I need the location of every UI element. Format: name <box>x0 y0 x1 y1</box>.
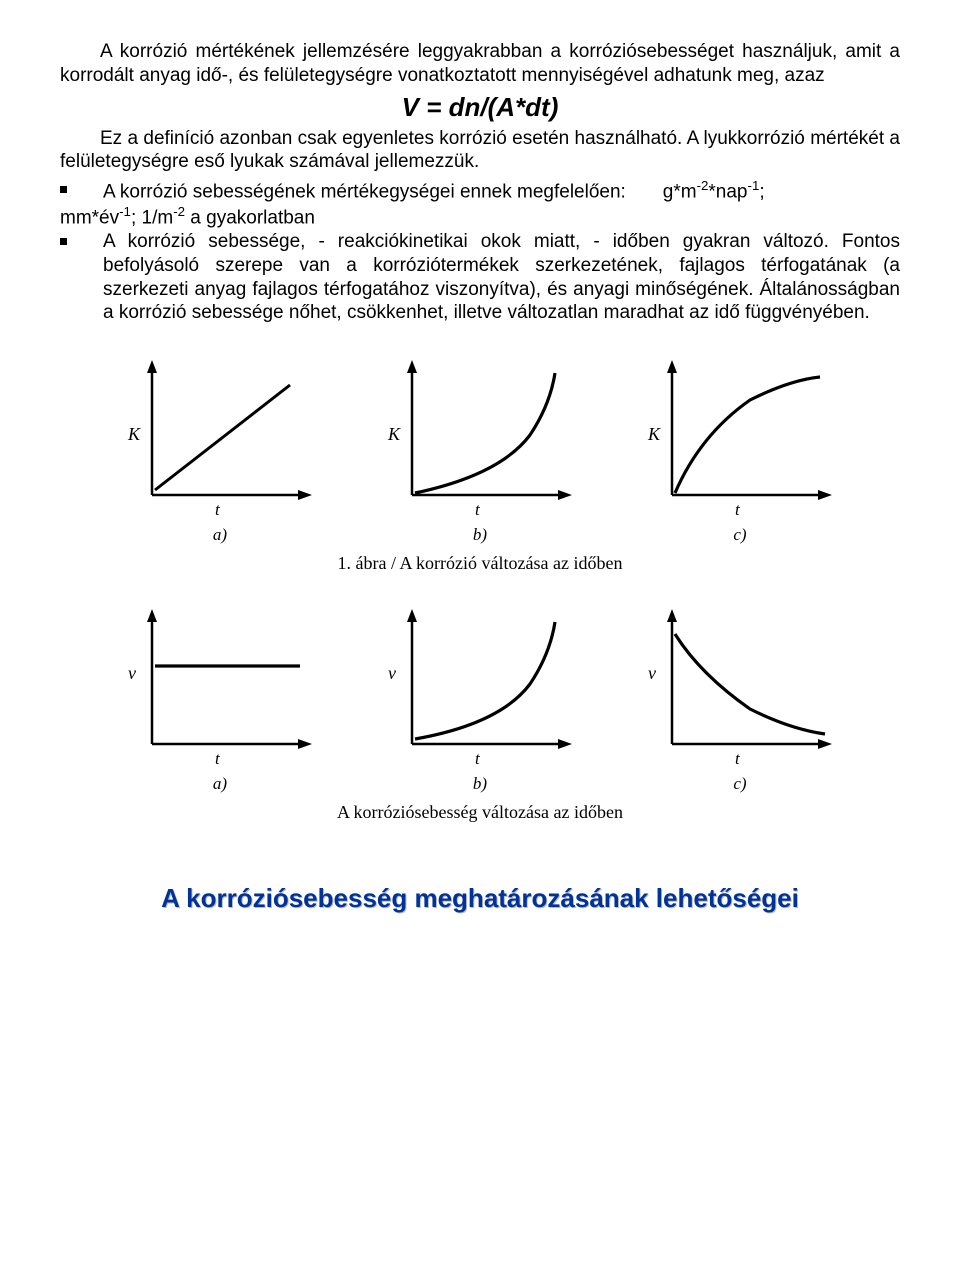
bullet-item-2: A korrózió sebessége, - reakciókinetikai… <box>60 230 900 325</box>
curve-b <box>415 622 555 739</box>
fig1-sublabel-c: c) <box>630 525 850 545</box>
fig2-sublabel-a: a) <box>110 774 330 794</box>
bullet1-unit1: g*m <box>663 181 697 202</box>
bullet1-line2: mm*év-1; 1/m-2 a gyakorlatban <box>60 204 900 230</box>
paragraph-2: Ez a definíció azonban csak egyenletes k… <box>60 127 900 175</box>
bullet1-l2b: ; 1/m <box>131 207 173 228</box>
bullet2-text: A korrózió sebessége, - reakciókinetikai… <box>103 230 900 325</box>
fig2-panel-c: v t c) <box>630 604 850 794</box>
xlabel: t <box>215 749 221 768</box>
bullet-item-1: A korrózió sebességének mértékegységei e… <box>60 178 900 204</box>
xlabel: t <box>475 749 481 768</box>
chart-svg: K t <box>380 355 580 525</box>
bullet1-l2c: a gyakorlatban <box>185 207 315 228</box>
bullet-square-icon <box>60 238 67 245</box>
formula: V = dn/(A*dt) <box>60 92 900 123</box>
fig1-sublabel-a: a) <box>110 525 330 545</box>
curve-b <box>415 373 555 493</box>
fig2-sublabel-c: c) <box>630 774 850 794</box>
fig2-sublabel-b: b) <box>370 774 590 794</box>
xlabel: t <box>475 500 481 519</box>
xlabel: t <box>735 749 741 768</box>
fig1-panel-b: K t b) <box>370 355 590 545</box>
ylabel: K <box>127 424 141 444</box>
ylabel: v <box>128 663 136 683</box>
curve-a <box>155 385 290 490</box>
paragraph-1: A korrózió mértékének jellemzésére leggy… <box>60 40 900 88</box>
chart-svg: v t <box>380 604 580 774</box>
chart-svg: K t <box>120 355 320 525</box>
chart-svg: v t <box>120 604 320 774</box>
fig1-panel-c: K t c) <box>630 355 850 545</box>
figure-2: v t a) v t b) v <box>60 604 900 823</box>
figure-1: K t a) K t b) K <box>60 355 900 574</box>
bullet-square-icon <box>60 186 67 193</box>
ylabel: K <box>387 424 401 444</box>
sup-1m2: -2 <box>173 204 185 219</box>
bullet1-text: A korrózió sebességének mértékegységei e… <box>103 181 626 202</box>
curve-c <box>675 377 820 493</box>
bullet1-l2a: mm*év <box>60 207 119 228</box>
bullet1-tail: ; <box>759 181 764 202</box>
bullet1-unit2: *nap <box>708 181 747 202</box>
fig2-panel-a: v t a) <box>110 604 330 794</box>
fig1-sublabel-b: b) <box>370 525 590 545</box>
ylabel: v <box>388 663 396 683</box>
ylabel: K <box>647 424 661 444</box>
sup-m2: -2 <box>697 178 709 193</box>
xlabel: t <box>215 500 221 519</box>
xlabel: t <box>735 500 741 519</box>
sup-ev1: -1 <box>119 204 131 219</box>
fig1-panel-a: K t a) <box>110 355 330 545</box>
footer-heading: A korróziósebesség meghatározásának lehe… <box>60 883 900 914</box>
fig1-caption: 1. ábra / A korrózió változása az időben <box>60 553 900 574</box>
ylabel: v <box>648 663 656 683</box>
chart-svg: K t <box>640 355 840 525</box>
chart-svg: v t <box>640 604 840 774</box>
fig2-caption: A korróziósebesség változása az időben <box>60 802 900 823</box>
sup-nap1: -1 <box>748 178 760 193</box>
curve-c <box>675 634 825 734</box>
fig2-panel-b: v t b) <box>370 604 590 794</box>
